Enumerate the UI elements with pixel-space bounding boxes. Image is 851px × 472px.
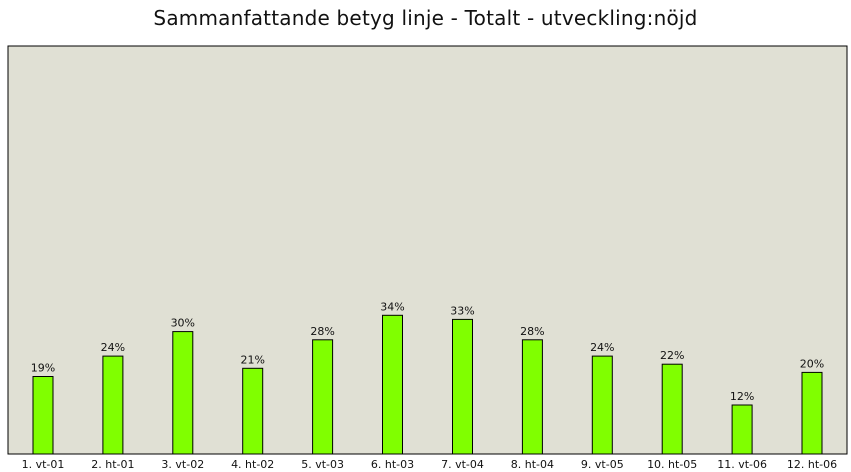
bar-value-label: 21% — [240, 353, 264, 366]
x-tick-label: 11. vt-06 — [717, 458, 767, 471]
x-tick-label: 9. vt-05 — [581, 458, 624, 471]
bar — [452, 318, 473, 455]
bar — [32, 376, 54, 455]
bar-value-label: 12% — [730, 390, 754, 403]
x-tick-label: 10. ht-05 — [647, 458, 697, 471]
bar — [801, 371, 823, 455]
x-tick-label: 4. ht-02 — [231, 458, 274, 471]
x-tick-label: 3. vt-02 — [161, 458, 204, 471]
x-tick-label: 1. vt-01 — [22, 458, 65, 471]
bar — [172, 331, 194, 455]
bar — [661, 363, 683, 455]
bar — [382, 314, 403, 455]
bars-group — [32, 314, 823, 455]
value-labels-group: 19% 24% 30% 21% 28% 34% 33% 28% 24% 22% 12% 20% — [31, 300, 824, 403]
bar — [102, 355, 124, 455]
plot-area — [7, 45, 848, 455]
x-tick-label: 2. ht-01 — [91, 458, 134, 471]
bar-value-label: 22% — [660, 349, 684, 362]
bar-value-label: 19% — [31, 362, 55, 375]
x-tick-label: 6. ht-03 — [371, 458, 414, 471]
bar — [591, 355, 613, 455]
chart-title: Sammanfattande betyg linje - Totalt - ut… — [153, 6, 698, 30]
x-tick-label: 12. ht-06 — [787, 458, 837, 471]
bar-value-label: 34% — [380, 300, 404, 313]
bar — [312, 339, 334, 455]
bar-value-label: 20% — [800, 357, 824, 370]
x-tick-label: 5. vt-03 — [301, 458, 344, 471]
bar-value-label: 33% — [450, 304, 474, 317]
bar — [521, 339, 543, 455]
bar-value-label: 30% — [171, 317, 195, 330]
x-tick-label: 8. ht-04 — [511, 458, 554, 471]
bar-value-label: 24% — [101, 341, 125, 354]
bar-value-label: 24% — [590, 341, 614, 354]
bar — [242, 367, 264, 455]
x-tick-label: 7. vt-04 — [441, 458, 484, 471]
bar-value-label: 28% — [520, 325, 544, 338]
bar-value-label: 28% — [310, 325, 334, 338]
x-tick-labels-group: 1. vt-01 2. ht-01 3. vt-02 4. ht-02 5. vt-03… — [22, 458, 838, 471]
bar — [731, 404, 753, 455]
